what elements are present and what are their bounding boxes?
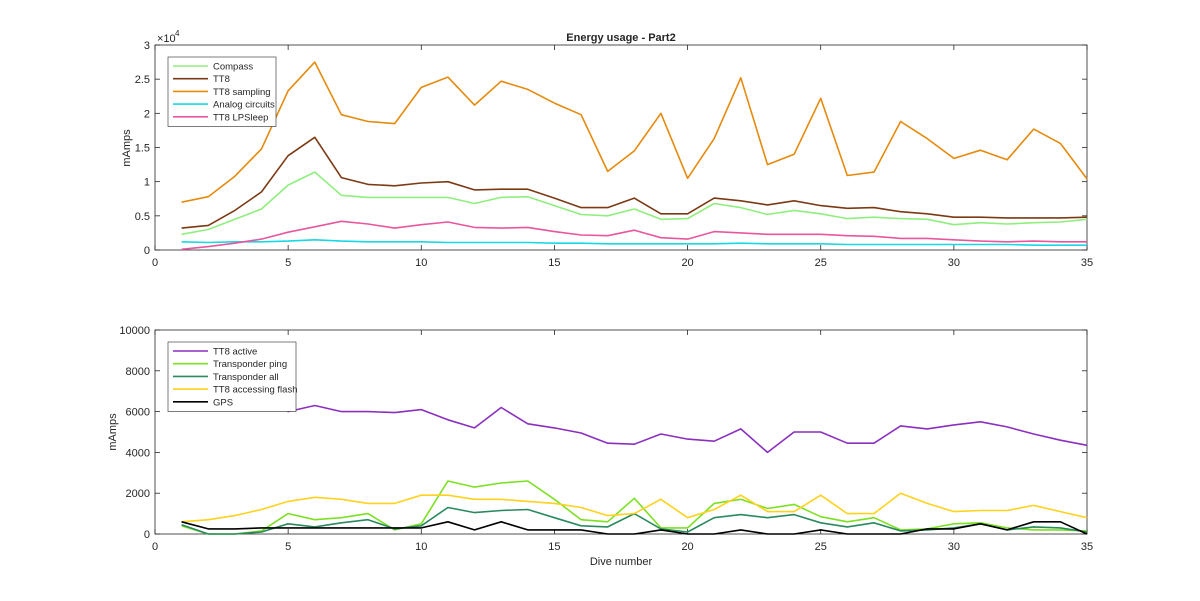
series-line (181, 61, 1088, 203)
x-tick-label: 5 (285, 541, 291, 553)
top-chart-title: Energy usage - Part2 (566, 32, 675, 44)
exponent-label: ×10 (157, 33, 176, 45)
x-tick-label: 25 (815, 541, 827, 553)
legend-label: Transponder ping (213, 359, 287, 370)
x-tick-label: 15 (548, 541, 560, 553)
y-tick-label: 0.5 (135, 211, 150, 223)
x-tick-label: 35 (1081, 257, 1093, 269)
y-tick-label: 6000 (126, 407, 150, 419)
top-chart-exponent: ×10 4 (157, 29, 180, 45)
bottom-chart-y-label: mAmps (107, 413, 119, 451)
x-tick-label: 20 (681, 257, 693, 269)
y-tick-label: 8000 (126, 366, 150, 378)
legend-label: GPS (213, 397, 233, 408)
top-chart: Energy usage - Part2 ×10 4 mAmps 0 5 10 15 2… (121, 29, 1093, 269)
x-tick-label: 10 (415, 541, 427, 553)
legend-label: TT8 active (213, 347, 257, 358)
legend-label: Transponder all (213, 372, 279, 383)
exponent-power: 4 (175, 29, 180, 38)
y-tick-label: 4000 (126, 447, 150, 459)
series-line (181, 220, 1087, 251)
y-tick-label: 2.5 (135, 74, 150, 86)
series-line (181, 520, 1088, 535)
legend-label: TT8 accessing flash (213, 385, 297, 396)
legend-label: TT8 (213, 74, 230, 85)
x-tick-label: 5 (285, 257, 291, 269)
legend-label: Analog circuits (213, 100, 275, 111)
legend-label: TT8 sampling (213, 87, 271, 98)
x-tick-label: 25 (815, 257, 827, 269)
bottom-chart-x-label: Dive number (590, 556, 653, 568)
legend-label: TT8 LPSleep (213, 112, 268, 123)
series-line (181, 171, 1088, 236)
y-tick-label: 1.5 (135, 143, 150, 155)
series-line (181, 136, 1088, 229)
x-tick-label: 30 (948, 541, 960, 553)
x-tick-label: 15 (548, 257, 560, 269)
y-tick-label: 10000 (119, 325, 150, 337)
y-tick-label: 2 (144, 108, 150, 120)
series-line (181, 239, 1087, 246)
x-tick-label: 0 (152, 257, 158, 269)
legend-label: Compass (213, 62, 253, 73)
x-tick-label: 30 (948, 257, 960, 269)
x-tick-label: 10 (415, 257, 427, 269)
y-tick-label: 3 (144, 40, 150, 52)
x-tick-label: 35 (1081, 541, 1093, 553)
top-chart-y-label: mAmps (121, 129, 133, 167)
series-line (181, 396, 1088, 454)
y-tick-label: 1 (144, 177, 150, 189)
y-tick-label: 0 (144, 245, 150, 257)
bottom-chart: Dive number mAmps 0 5 10 15 20 25 30 35 0 2000 400… (107, 325, 1093, 568)
series-line (181, 492, 1088, 523)
series-line (181, 480, 1088, 535)
x-tick-label: 0 (152, 541, 158, 553)
y-tick-label: 2000 (126, 488, 150, 500)
y-tick-label: 0 (144, 529, 150, 541)
x-tick-label: 20 (681, 541, 693, 553)
